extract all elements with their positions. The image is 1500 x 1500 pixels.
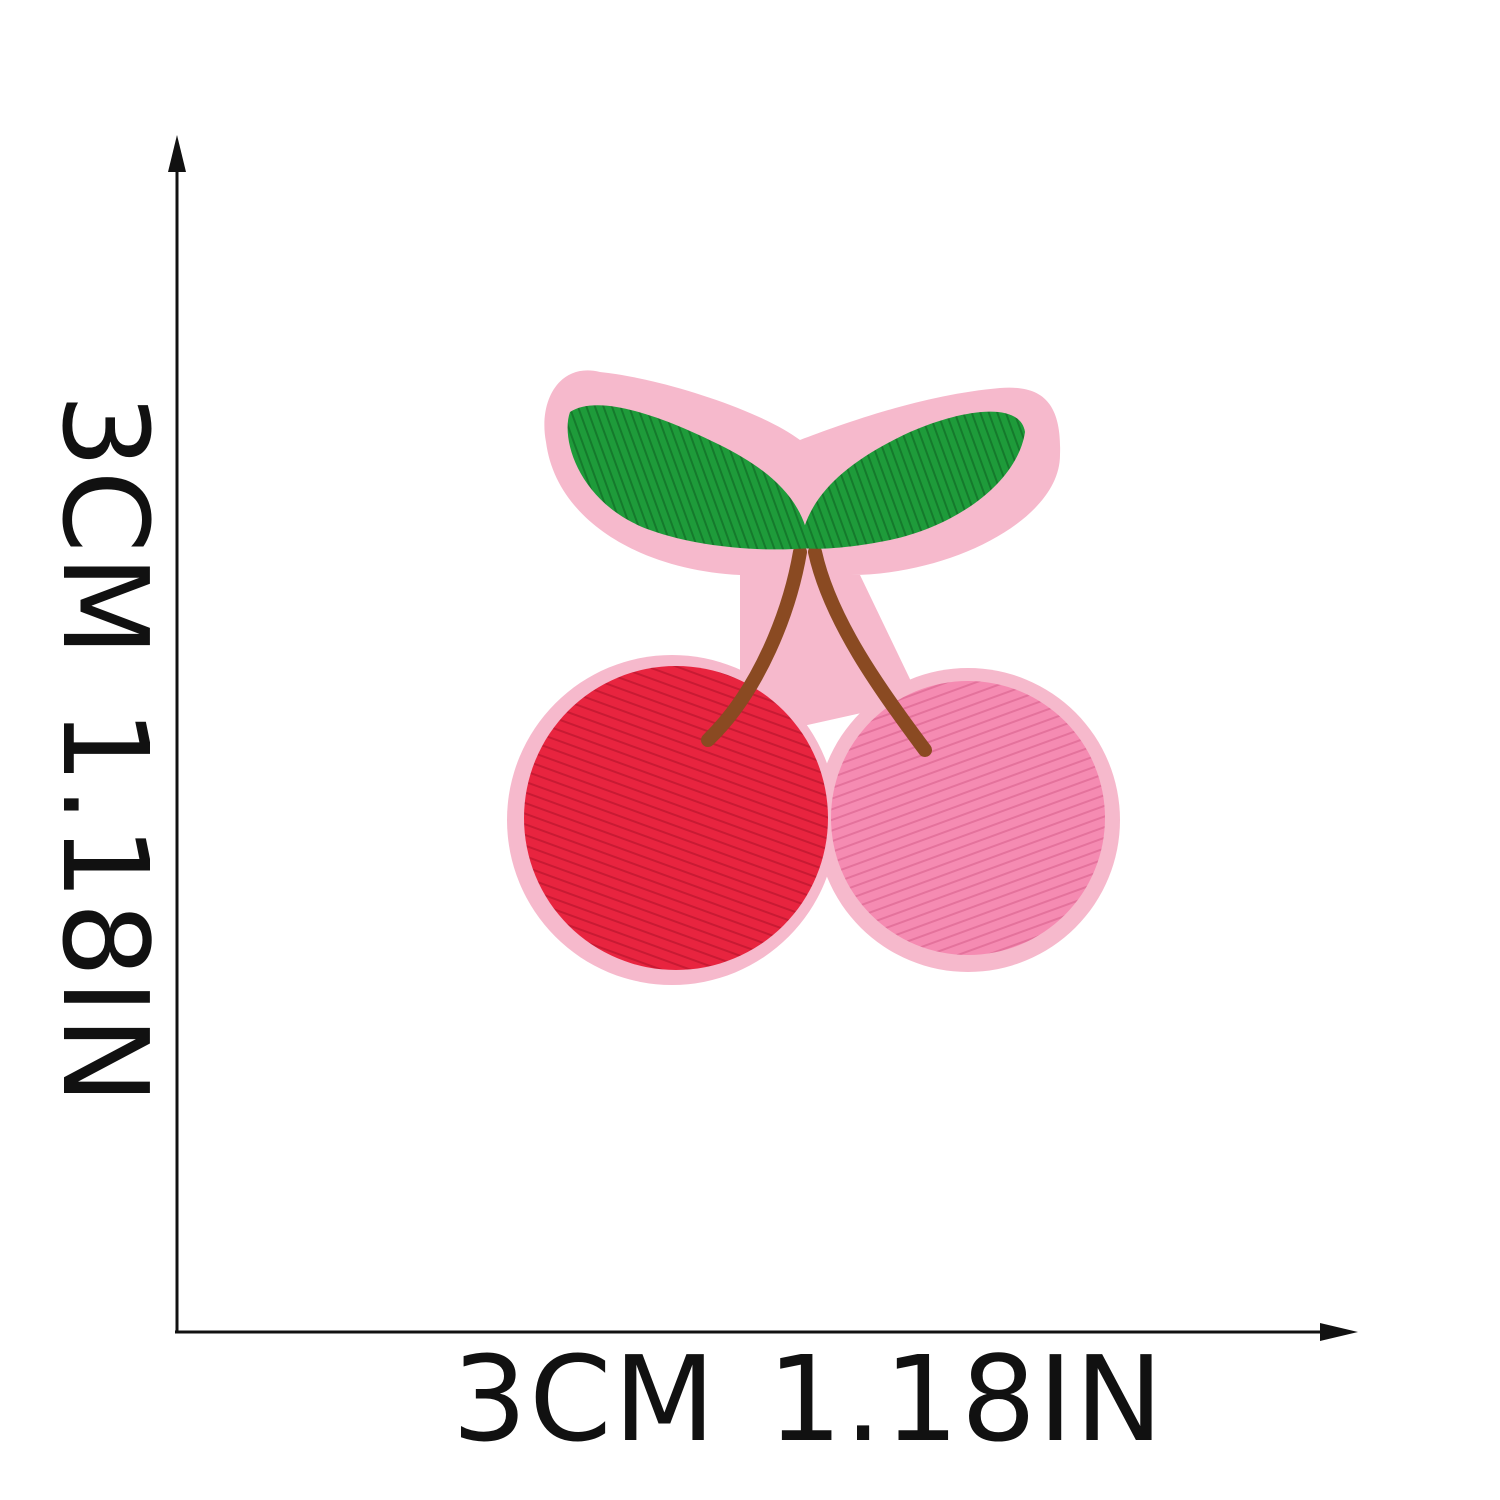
height-inch-text: 1.18IN	[36, 708, 174, 1107]
dimension-axes	[168, 135, 1358, 1341]
height-dimension-label: 3CM 1.18IN	[36, 393, 174, 1106]
width-cm-text: 3CM	[452, 1330, 718, 1468]
right-arrow-icon	[1320, 1323, 1358, 1341]
cherry-patch-image	[507, 370, 1120, 985]
width-inch-text: 1.18IN	[767, 1330, 1166, 1468]
cherry-left	[524, 666, 828, 970]
cherry-leaves	[567, 405, 1025, 550]
up-arrow-icon	[168, 135, 186, 172]
cherry-right	[831, 681, 1105, 955]
width-dimension-label: 3CM 1.18IN	[452, 1340, 1165, 1458]
height-cm-text: 3CM	[36, 393, 174, 659]
cherry-stems	[701, 545, 932, 757]
